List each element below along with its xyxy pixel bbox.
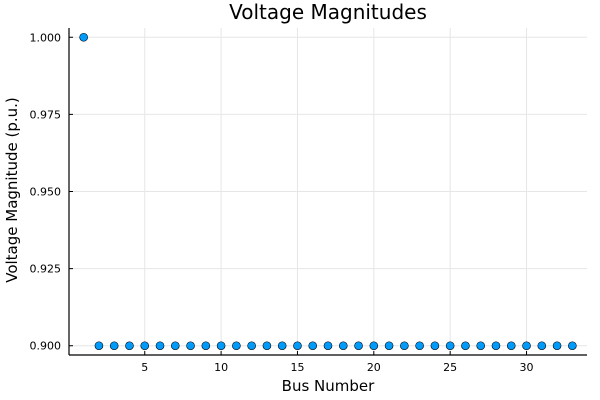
data-point-17 bbox=[323, 341, 333, 351]
data-point-14 bbox=[277, 341, 287, 351]
data-point-2 bbox=[94, 341, 104, 351]
data-point-5 bbox=[140, 341, 150, 351]
data-point-10 bbox=[216, 341, 226, 351]
x-tick-label-0: 5 bbox=[141, 361, 148, 374]
data-point-21 bbox=[384, 341, 394, 351]
data-point-7 bbox=[170, 341, 180, 351]
data-point-24 bbox=[430, 341, 440, 351]
data-point-15 bbox=[293, 341, 302, 351]
x-tick-label-1: 10 bbox=[214, 361, 228, 374]
data-points bbox=[79, 32, 577, 351]
data-point-22 bbox=[400, 341, 409, 351]
axes bbox=[68, 28, 587, 356]
y-tick-label-1: 0.925 bbox=[30, 263, 62, 276]
chart-title: Voltage Magnitudes bbox=[229, 0, 427, 24]
data-point-8 bbox=[186, 341, 195, 351]
data-point-1 bbox=[79, 32, 88, 42]
data-point-23 bbox=[415, 341, 424, 351]
data-point-19 bbox=[354, 341, 363, 351]
data-point-16 bbox=[308, 341, 318, 351]
x-tick-label-4: 25 bbox=[443, 361, 457, 374]
data-point-12 bbox=[247, 341, 256, 351]
data-point-31 bbox=[537, 341, 547, 351]
y-tick-label-3: 0.975 bbox=[30, 108, 62, 121]
data-point-4 bbox=[125, 341, 134, 351]
x-tick-label-2: 15 bbox=[290, 361, 304, 374]
data-point-33 bbox=[568, 341, 577, 351]
data-point-32 bbox=[552, 341, 562, 351]
data-point-6 bbox=[155, 341, 165, 351]
tick-labels: 5 10 15 20 25 30 0.900 0.925 0.950 0.975 1.000 bbox=[30, 31, 534, 374]
grid-lines bbox=[69, 28, 587, 355]
data-point-25 bbox=[445, 341, 455, 351]
x-tick-label-3: 20 bbox=[367, 361, 381, 374]
data-point-3 bbox=[109, 341, 119, 351]
data-point-13 bbox=[262, 341, 272, 351]
data-point-20 bbox=[369, 341, 379, 351]
x-axis-label: Bus Number bbox=[282, 377, 375, 395]
x-tick-label-5: 30 bbox=[520, 361, 534, 374]
data-point-18 bbox=[338, 341, 348, 351]
y-axis-label: Voltage Magnitude (p.u.) bbox=[3, 97, 21, 283]
data-point-29 bbox=[506, 341, 516, 351]
data-point-28 bbox=[491, 341, 501, 351]
data-point-11 bbox=[232, 341, 241, 351]
data-point-27 bbox=[476, 341, 486, 351]
y-tick-label-0: 0.900 bbox=[30, 340, 62, 353]
data-point-26 bbox=[461, 341, 470, 351]
y-tick-label-4: 1.000 bbox=[30, 31, 62, 44]
y-tick-label-2: 0.950 bbox=[30, 186, 62, 199]
data-point-30 bbox=[522, 341, 531, 351]
data-point-9 bbox=[201, 341, 211, 351]
